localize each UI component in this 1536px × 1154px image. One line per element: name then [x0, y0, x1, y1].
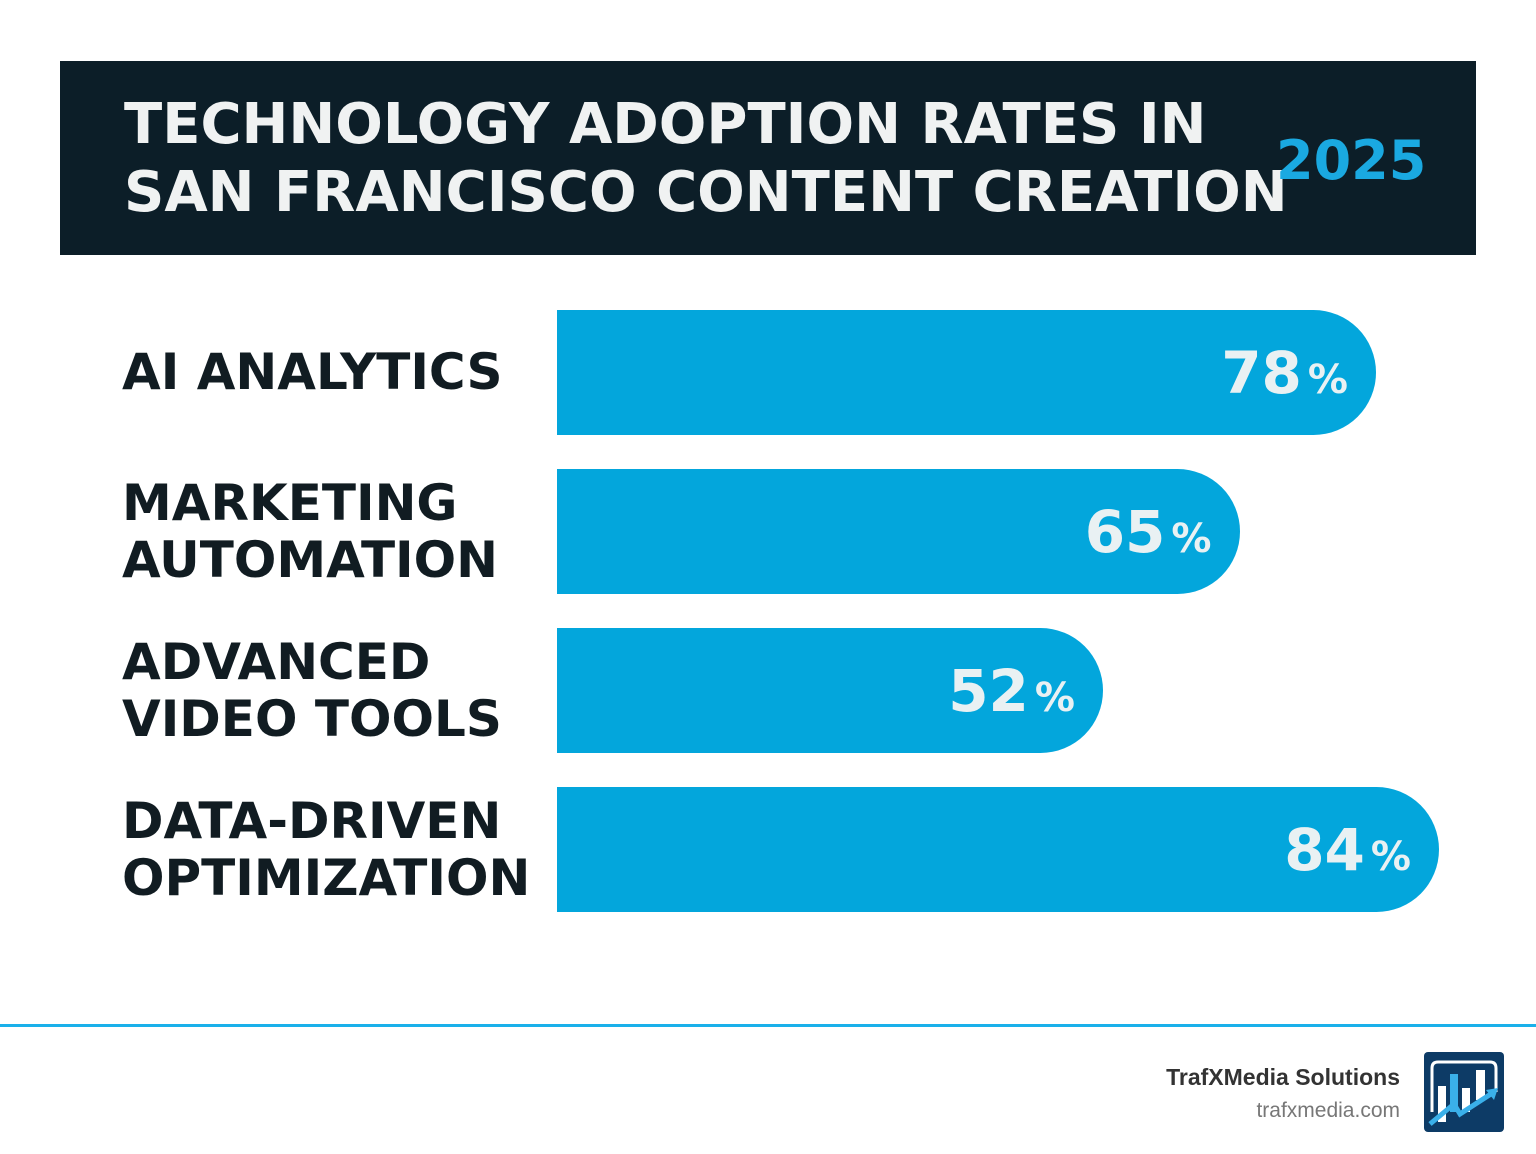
brand: TrafXMedia Solutions trafxmedia.com: [1166, 1064, 1400, 1123]
category-label: MARKETING AUTOMATION: [122, 473, 542, 589]
data-label: 52%: [948, 657, 1075, 725]
title-line-2: SAN FRANCISCO CONTENT CREATION: [124, 160, 1288, 225]
year-label: 2025: [1276, 129, 1427, 192]
data-label-value: 52: [948, 656, 1029, 725]
category-label-line: ADVANCED: [122, 632, 431, 691]
brand-url: trafxmedia.com: [1256, 1099, 1400, 1122]
data-label: 65%: [1085, 498, 1212, 566]
data-label-value: 84: [1284, 815, 1365, 884]
category-label-line: VIDEO TOOLS: [122, 689, 502, 748]
bar: 65%: [557, 469, 1240, 594]
brand-name: TrafXMedia Solutions: [1166, 1064, 1400, 1090]
data-label: 78%: [1221, 339, 1348, 407]
bar: 84%: [557, 787, 1439, 912]
category-label: ADVANCED VIDEO TOOLS: [122, 632, 542, 748]
category-label-line: AUTOMATION: [122, 530, 499, 589]
category-label: AI ANALYTICS: [122, 344, 542, 401]
bar-chart-trend-arrow-icon: [1424, 1052, 1504, 1132]
bar: 78%: [557, 310, 1376, 435]
chart-title: TECHNOLOGY ADOPTION RATES IN SAN FRANCIS…: [124, 91, 1288, 227]
footer-divider: [0, 1024, 1536, 1027]
category-label-line: MARKETING: [122, 473, 458, 532]
data-label: 84%: [1284, 816, 1411, 884]
header-banner: TECHNOLOGY ADOPTION RATES IN SAN FRANCIS…: [60, 61, 1476, 255]
category-label: DATA-DRIVEN OPTIMIZATION: [122, 791, 542, 907]
data-label-unit: %: [1307, 356, 1348, 403]
category-label-line: DATA-DRIVEN: [122, 791, 502, 850]
data-label-value: 78: [1221, 338, 1302, 407]
bar: 52%: [557, 628, 1103, 753]
data-label-unit: %: [1370, 833, 1411, 880]
data-label-unit: %: [1034, 674, 1075, 721]
data-label-value: 65: [1084, 497, 1166, 566]
data-label-unit: %: [1171, 515, 1212, 562]
category-label-line: OPTIMIZATION: [122, 848, 531, 907]
category-label-line: AI ANALYTICS: [122, 343, 503, 401]
title-line-1: TECHNOLOGY ADOPTION RATES IN: [124, 92, 1207, 157]
